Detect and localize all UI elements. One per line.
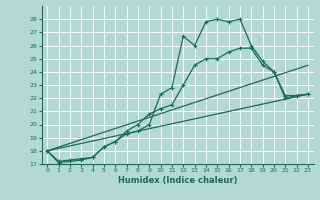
X-axis label: Humidex (Indice chaleur): Humidex (Indice chaleur) bbox=[118, 176, 237, 185]
